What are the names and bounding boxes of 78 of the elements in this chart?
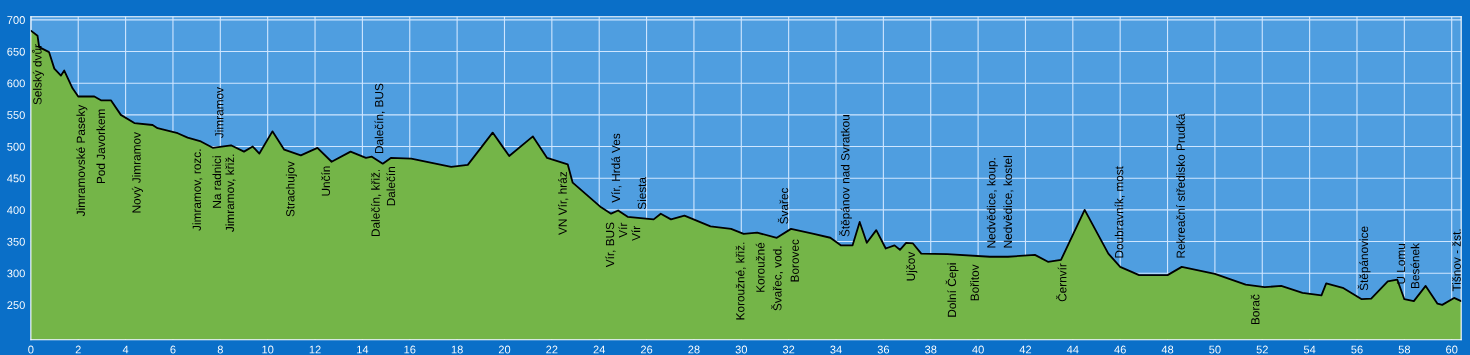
- x-tick-label: 20: [498, 345, 511, 354]
- annotation: Dalečín: [386, 167, 396, 206]
- annotation: Bořitov: [970, 264, 979, 301]
- annotation: Nedvědice, koup.: [986, 158, 998, 248]
- annotation: Ujčov: [906, 251, 918, 281]
- x-tick-label: 8: [217, 345, 223, 354]
- y-tick-label: 700: [7, 16, 25, 24]
- annotation: Tišnov - žst.: [1452, 229, 1461, 292]
- annotation: Štěpánovice: [1357, 226, 1371, 291]
- x-tick-label: 44: [1066, 345, 1079, 354]
- x-tick-label: 30: [735, 345, 748, 354]
- x-tick-label: 26: [640, 345, 653, 354]
- annotation: Strachujov: [285, 161, 297, 217]
- x-tick-label: 2: [75, 345, 81, 354]
- x-tick-label: 58: [1398, 345, 1411, 354]
- x-tick-label: 50: [1209, 345, 1221, 354]
- x-tick-label: 0: [28, 345, 34, 354]
- x-tick-label: 34: [830, 345, 842, 354]
- x-tick-label: 42: [1019, 345, 1032, 354]
- annotation: Jimramov, rozc.: [192, 149, 203, 231]
- x-tick-label: 10: [262, 345, 274, 354]
- annotation: Besének: [1410, 243, 1420, 288]
- annotation: Švařec, vod.: [771, 246, 783, 311]
- x-tick-label: 18: [451, 345, 463, 354]
- x-tick-label: 12: [309, 345, 321, 354]
- x-tick-label: 54: [1303, 345, 1316, 354]
- annotation: Jimramovské Paseky: [76, 104, 88, 217]
- x-tick-label: 40: [972, 345, 984, 354]
- annotation: Pod Javorkem: [96, 109, 106, 184]
- x-tick-label: 48: [1161, 345, 1174, 354]
- annotation: Borač: [1250, 294, 1260, 325]
- annotation: Dolní Čepi: [945, 263, 959, 317]
- x-tick-label: 38: [924, 345, 937, 354]
- x-tick-label: 16: [404, 345, 416, 354]
- x-tick-label: 14: [357, 345, 369, 354]
- annotation: Borovec: [790, 239, 799, 282]
- annotation: Siesta: [637, 176, 647, 210]
- annotation: Nový Jimramov: [131, 132, 143, 213]
- annotation: Doubravník, most: [1114, 166, 1125, 258]
- annotation: Rekreační středisko Prudká: [1176, 113, 1185, 258]
- y-tick-label: 550: [7, 111, 25, 119]
- y-tick-label: 350: [7, 237, 25, 246]
- x-tick-label: 32: [782, 345, 795, 354]
- annotation: Koroužné, křiž.: [735, 242, 746, 320]
- annotation: Nedvědice, kostel: [1003, 156, 1014, 248]
- x-tick-label: 24: [593, 345, 606, 354]
- x-tick-label: 36: [877, 345, 890, 354]
- annotation: Černvír: [1056, 263, 1067, 302]
- annotation: Unčín: [321, 166, 331, 196]
- annotation: Vír, Hrdá Ves: [611, 133, 622, 203]
- annotation: Koroužné: [755, 242, 765, 292]
- x-tick-label: 52: [1256, 345, 1268, 354]
- annotation: Švařec: [777, 187, 789, 224]
- y-tick-label: 400: [7, 206, 25, 215]
- x-tick-label: 46: [1114, 345, 1126, 354]
- y-tick-label: 250: [7, 301, 25, 310]
- annotation: Vír: [618, 222, 628, 238]
- y-tick-label: 650: [7, 47, 25, 56]
- x-tick-label: 4: [122, 345, 129, 354]
- x-tick-label: 6: [170, 345, 176, 354]
- annotation: Dalečín, křiž.: [370, 169, 382, 237]
- y-tick-label: 450: [7, 174, 25, 183]
- annotation: Štěpánov nad Svratkou: [839, 115, 852, 237]
- annotation: Selský dvůr: [31, 44, 44, 105]
- x-tick-label: 56: [1351, 345, 1363, 354]
- annotation: Vír, BUS: [605, 222, 616, 268]
- annotation: Jimramov, křiž.: [225, 154, 236, 232]
- x-tick-label: 28: [688, 345, 700, 354]
- x-tick-label: 22: [546, 345, 558, 354]
- annotation: VN Vír, hráz: [558, 171, 569, 235]
- x-tick-label: 60: [1446, 345, 1458, 354]
- annotation: Dalečín, BUS: [374, 83, 385, 154]
- y-tick-label: 500: [7, 142, 25, 151]
- annotation: Vír: [631, 226, 641, 241]
- annotation: Jimramov: [214, 87, 224, 139]
- annotation: Na radnici: [212, 156, 222, 208]
- y-tick-label: 300: [7, 269, 25, 278]
- y-tick-label: 600: [7, 79, 25, 88]
